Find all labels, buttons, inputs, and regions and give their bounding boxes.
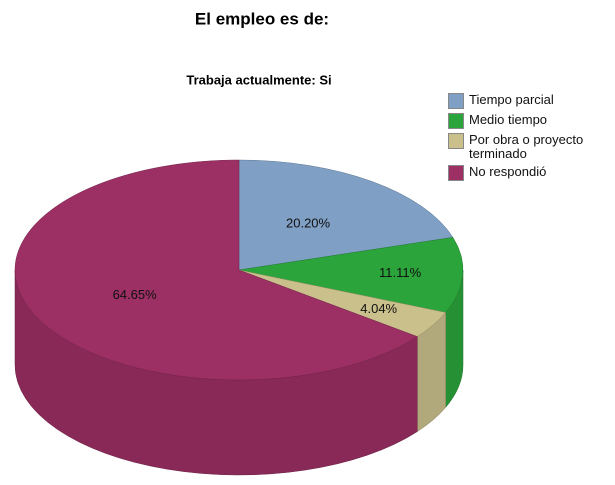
pie-slice xyxy=(14,159,418,381)
legend-item: No respondió xyxy=(448,165,613,181)
data-label: 4.04% xyxy=(360,301,397,316)
data-label: 64.65% xyxy=(113,287,158,302)
legend-label: Medio tiempo xyxy=(469,112,548,127)
legend-label: Por obra o proyecto terminado xyxy=(469,132,584,161)
legend-item: Por obra o proyecto terminado xyxy=(448,133,613,161)
legend-swatch xyxy=(448,165,464,181)
chart-subtitle: Trabaja actualmente: Si xyxy=(186,72,331,87)
legend-swatch xyxy=(448,113,464,129)
legend-label: Tiempo parcial xyxy=(469,92,554,107)
legend-label: No respondió xyxy=(469,164,547,179)
data-label: 11.11% xyxy=(379,265,422,280)
legend-swatch xyxy=(448,93,464,109)
legend-swatch xyxy=(448,133,464,149)
legend-item: Tiempo parcial xyxy=(448,93,613,109)
chart-title: El empleo es de: xyxy=(195,9,329,28)
pie-slice xyxy=(238,237,464,313)
legend: Tiempo parcial Medio tiempo Por obra o pro… xyxy=(448,93,613,185)
pie-slice xyxy=(238,159,454,271)
data-label: 20.20% xyxy=(286,215,331,230)
legend-item: Medio tiempo xyxy=(448,113,613,129)
